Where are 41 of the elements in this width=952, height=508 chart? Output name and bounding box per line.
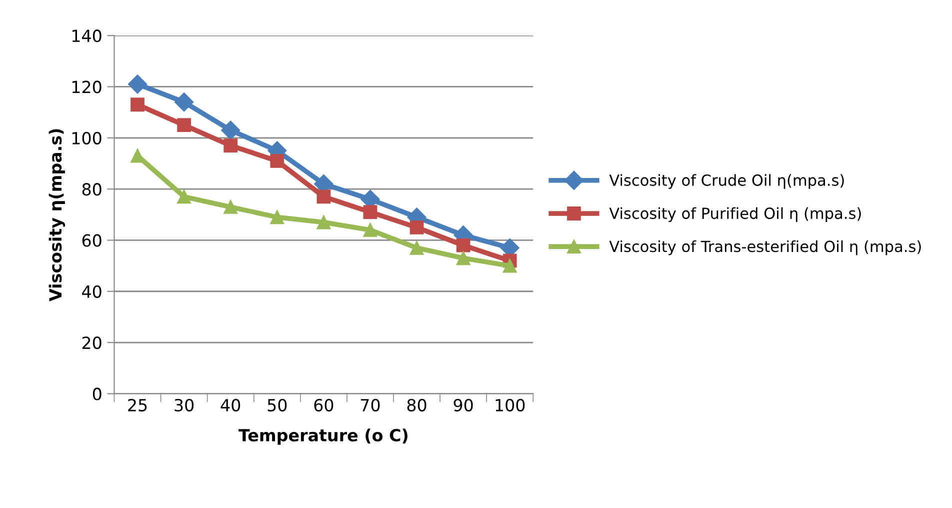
x-tick-label: 25	[128, 398, 147, 412]
point	[221, 120, 240, 140]
point	[130, 98, 144, 112]
y-tick-label: 20	[82, 336, 102, 350]
point	[316, 190, 331, 204]
x-tick-label: 40	[220, 398, 240, 412]
point	[316, 215, 331, 230]
point	[502, 258, 517, 273]
x-axis-title: Temperature (o C)	[238, 428, 408, 445]
x-tick-label: 60	[314, 398, 334, 412]
legend-label: Viscosity of Crude Oil η(mpa.s)	[609, 174, 844, 189]
legend-label: Viscosity of Trans-esterified Oil η (mpa.s)	[609, 240, 921, 256]
point	[128, 74, 148, 94]
y-tick-label: 60	[82, 234, 102, 247]
y-tick-label: 0	[92, 388, 102, 400]
point	[456, 238, 470, 252]
x-tick-label: 50	[268, 398, 287, 412]
y-axis-title: Viscosity η(mpa.s)	[48, 129, 66, 302]
point	[270, 210, 284, 224]
point	[224, 200, 238, 214]
y-tick-label: 100	[72, 132, 102, 144]
point	[177, 190, 191, 204]
point	[224, 138, 238, 153]
y-tick-label: 120	[72, 80, 102, 94]
y-tick-label: 140	[72, 30, 102, 42]
point	[410, 220, 424, 234]
point	[410, 240, 424, 255]
point	[363, 205, 378, 220]
legend-label: Viscosity of Purified Oil η (mpa.s)	[609, 207, 861, 222]
point	[456, 251, 470, 266]
x-tick-label: 90	[454, 398, 473, 412]
x-tick-label: 80	[407, 398, 426, 412]
x-tick-label: 30	[174, 398, 194, 412]
point	[363, 223, 378, 237]
point	[174, 92, 194, 112]
x-tick-label: 70	[360, 398, 380, 412]
point	[177, 118, 191, 132]
y-tick-label: 40	[82, 285, 102, 298]
y-tick-label: 80	[82, 183, 102, 196]
x-tick-label: 100	[496, 398, 525, 412]
point	[270, 154, 284, 168]
